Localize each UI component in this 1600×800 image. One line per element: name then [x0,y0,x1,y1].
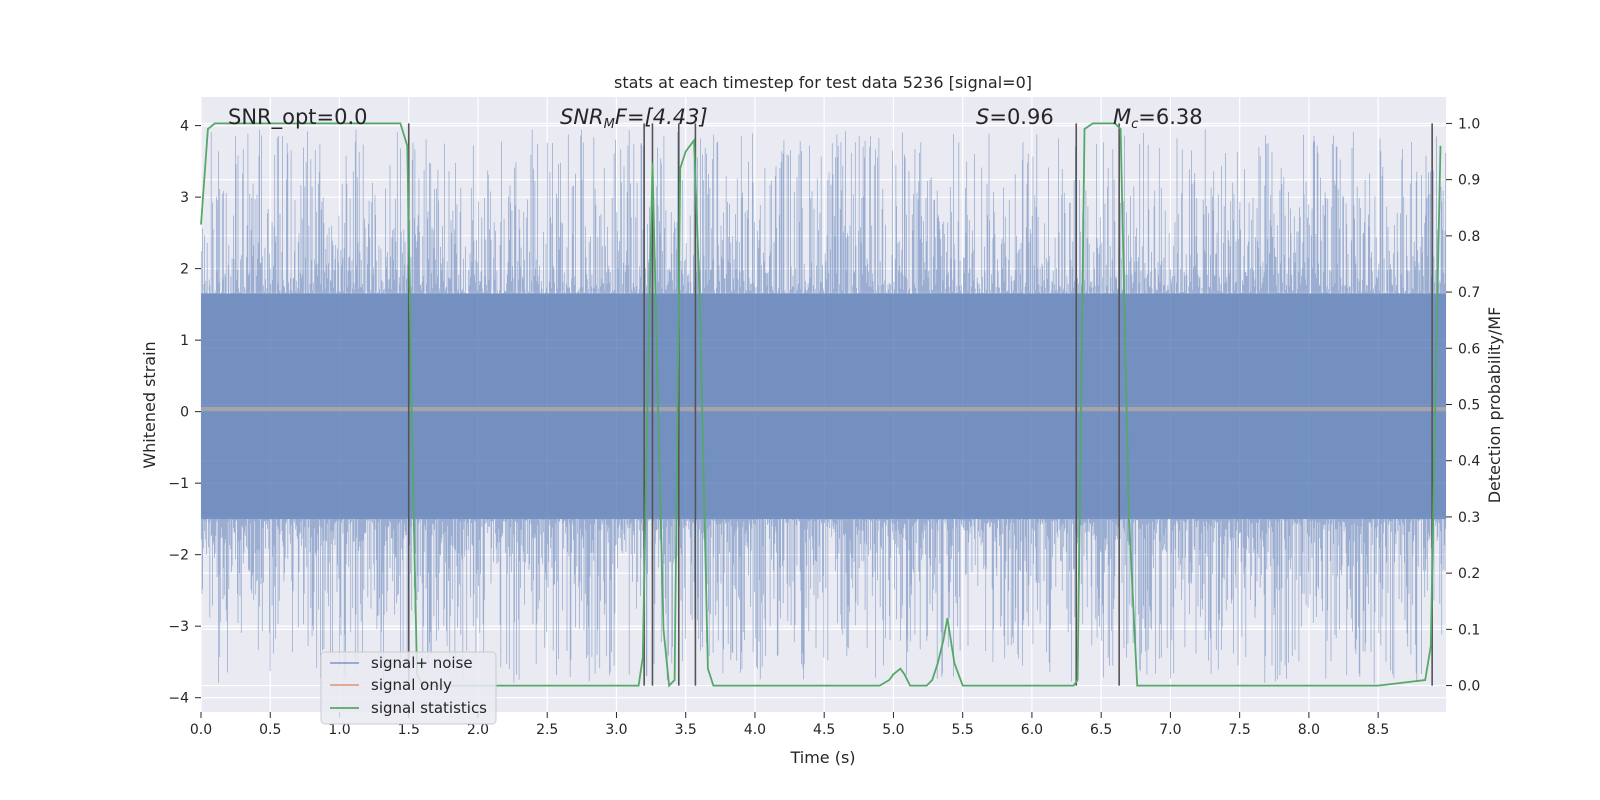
y-tick-label: 3 [180,190,189,206]
x-tick-label: 0.5 [259,722,281,738]
y-tick-label: 0 [180,405,189,421]
chart-title: stats at each timestep for test data 523… [614,73,1032,92]
y-axis-label: Whitened strain [140,341,159,468]
x-tick-label: 5.5 [952,722,974,738]
x-tick-label: 1.5 [398,722,420,738]
right-y-tick-label: 0.2 [1458,566,1480,582]
right-y-tick-label: 0.5 [1458,398,1480,414]
right-y-tick-label: 0.6 [1458,341,1480,357]
right-y-axis-label: Detection probability/MF [1485,307,1504,504]
x-tick-label: 8.0 [1298,722,1320,738]
noise-trace [200,129,1447,684]
x-tick-label: 0.0 [190,722,212,738]
annotation-mc: Mc=6.38 [1113,105,1203,132]
x-tick-label: 4.5 [813,722,835,738]
right-y-tick-label: 0.4 [1458,454,1480,470]
right-y-tick-label: 0.3 [1458,510,1480,526]
signal-statistics-series [200,122,1442,688]
y-tick-label: −1 [168,476,189,492]
right-y-tick-label: 0.0 [1458,679,1480,695]
annotation-snr-opt: SNR_opt=0.0 [228,105,368,130]
annotation-s: S=0.96 [976,105,1054,129]
x-tick-label: 1.0 [328,722,350,738]
x-tick-label: 3.0 [605,722,627,738]
right-y-axis-ticks: 1.0 0.9 0.8 0.7 0.6 0.5 0.4 0.3 0.2 0.1 0.0 [1446,116,1480,695]
legend-label-signal-statistics: signal statistics [371,699,487,717]
x-tick-label: 2.5 [536,722,558,738]
x-tick-label: 2.0 [467,722,489,738]
y-tick-label: 2 [180,262,189,278]
x-tick-label: 6.0 [1021,722,1043,738]
right-y-tick-label: 0.7 [1458,285,1480,301]
y-axis-ticks: 4 3 2 1 0 −1 −2 −3 −4 [168,119,201,707]
y-tick-label: 1 [180,333,189,349]
x-tick-label: 7.5 [1229,722,1251,738]
right-y-tick-label: 0.9 [1458,173,1480,189]
x-tick-label: 3.5 [675,722,697,738]
y-tick-label: −3 [168,619,189,635]
legend-label-signal-noise: signal+ noise [371,654,473,672]
x-axis-ticks: 0.0 0.5 1.0 1.5 2.0 2.5 3.0 3.5 4.0 4.5 5.0 5.5 6.0 6… [190,712,1389,738]
right-y-tick-label: 0.8 [1458,229,1480,245]
y-tick-label: −2 [168,548,189,564]
x-axis-label: Time (s) [789,748,855,767]
legend-box [320,651,497,725]
x-tick-label: 7.0 [1159,722,1181,738]
legend-label-signal-only: signal only [371,676,452,694]
y-tick-label: −4 [168,691,189,707]
annotation-snr-mf: SNRMF=[4.43] [560,105,708,132]
x-tick-label: 8.5 [1367,722,1389,738]
right-y-tick-label: 0.1 [1458,622,1480,638]
x-tick-label: 5.0 [882,722,904,738]
legend: signal+ noise signal only signal statist… [320,651,497,725]
y-tick-label: 4 [180,119,189,135]
x-tick-label: 6.5 [1090,722,1112,738]
right-y-tick-label: 1.0 [1458,116,1480,132]
x-tick-label: 4.0 [744,722,766,738]
